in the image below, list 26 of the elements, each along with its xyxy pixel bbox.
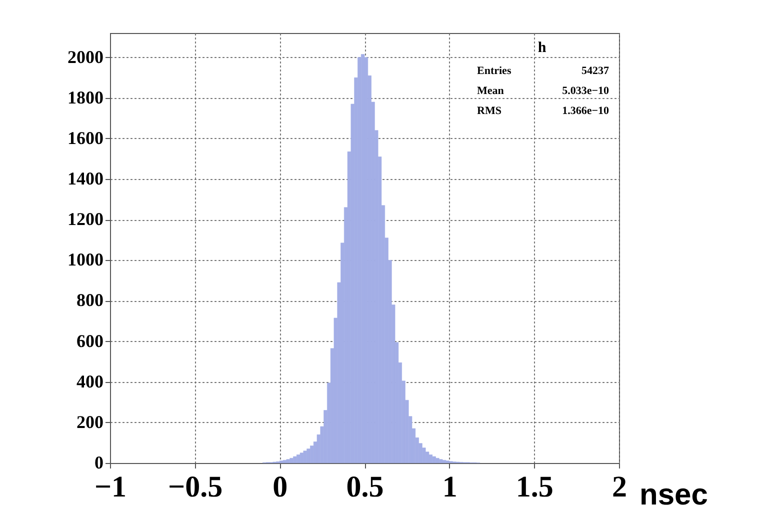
y-tick-label: 600 xyxy=(76,330,104,351)
annotation: Mean xyxy=(477,85,504,97)
annotation: RMS xyxy=(477,105,502,117)
y-tick-label: 1200 xyxy=(68,209,104,230)
y-tick-label: 800 xyxy=(76,290,104,310)
annotation: 54237 xyxy=(582,65,610,77)
y-tick-label: 0 xyxy=(94,452,104,472)
y-tick-label: 1800 xyxy=(68,87,104,108)
x-axis-title: nsec xyxy=(640,478,708,512)
annotation: 1.366e−10 xyxy=(562,105,610,117)
x-tick-label: 2 xyxy=(612,470,627,504)
x-tick-label: −1 xyxy=(94,470,127,504)
y-tick-label: 2000 xyxy=(68,46,104,67)
annotation: 5.033e−10 xyxy=(562,85,610,97)
y-tick-label: 400 xyxy=(76,371,104,392)
annotation: h xyxy=(538,40,547,56)
x-tick-label: −0.5 xyxy=(168,470,223,504)
x-tick-label: 0.5 xyxy=(346,470,384,504)
y-tick-label: 200 xyxy=(76,412,104,432)
x-tick-label: 1 xyxy=(442,470,458,504)
x-tick-label: 0 xyxy=(272,470,288,504)
x-tick-label: 1.5 xyxy=(516,470,554,504)
y-tick-label: 1400 xyxy=(68,168,104,189)
annotation: Entries xyxy=(477,65,512,77)
y-tick-label: 1000 xyxy=(68,250,104,270)
y-tick-label: 1600 xyxy=(68,128,104,148)
